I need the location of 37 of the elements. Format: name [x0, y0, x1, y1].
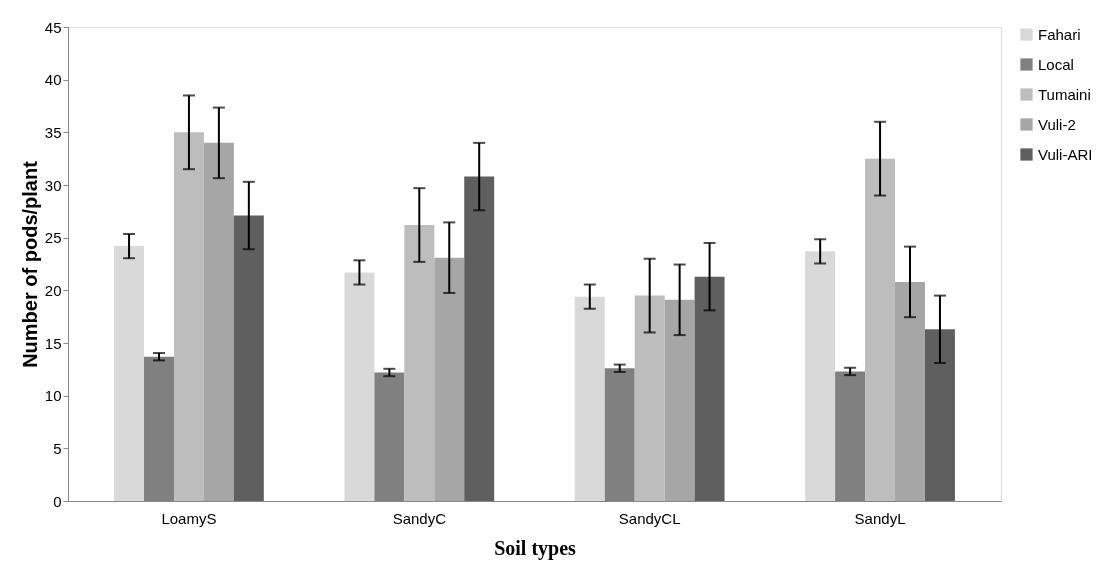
x-tick-label: SandyL — [854, 509, 906, 527]
y-tick-label: 40 — [44, 71, 62, 89]
bar — [434, 257, 465, 501]
legend-label: Vuli-2 — [1038, 115, 1076, 133]
y-tick-label: 0 — [53, 492, 62, 510]
y-tick-label: 5 — [53, 439, 62, 457]
x-tick-label: LoamyS — [161, 509, 217, 527]
bar — [233, 215, 264, 501]
bar — [694, 276, 725, 501]
bar — [173, 132, 204, 501]
bar — [805, 251, 836, 501]
bar — [203, 142, 234, 501]
bar — [574, 296, 605, 501]
bar — [865, 158, 896, 501]
y-tick-label: 20 — [44, 281, 62, 299]
bar — [404, 225, 435, 501]
legend-label: Tumaini — [1038, 85, 1091, 103]
bar — [114, 246, 145, 501]
y-tick-label: 45 — [44, 18, 62, 36]
legend-label: Fahari — [1038, 25, 1081, 43]
bar — [664, 299, 695, 501]
y-tick-label: 15 — [44, 334, 62, 352]
y-tick-label: 10 — [44, 387, 62, 405]
bar — [895, 281, 925, 501]
y-tick-label: 35 — [44, 123, 62, 141]
bar — [634, 295, 665, 501]
bar — [924, 329, 955, 501]
x-tick-label: SandyCL — [618, 509, 681, 527]
x-tick-label: SandyC — [392, 509, 447, 527]
y-tick-label: 25 — [44, 229, 62, 247]
y-axis-title: Number of pods/plant — [18, 160, 41, 368]
bar — [464, 176, 495, 501]
y-tick-label: 30 — [44, 176, 62, 194]
legend-label: Local — [1038, 55, 1074, 73]
legend-label: Vuli-ARI — [1038, 145, 1093, 163]
x-axis-title: Soil types — [494, 536, 577, 560]
bar — [344, 272, 375, 501]
